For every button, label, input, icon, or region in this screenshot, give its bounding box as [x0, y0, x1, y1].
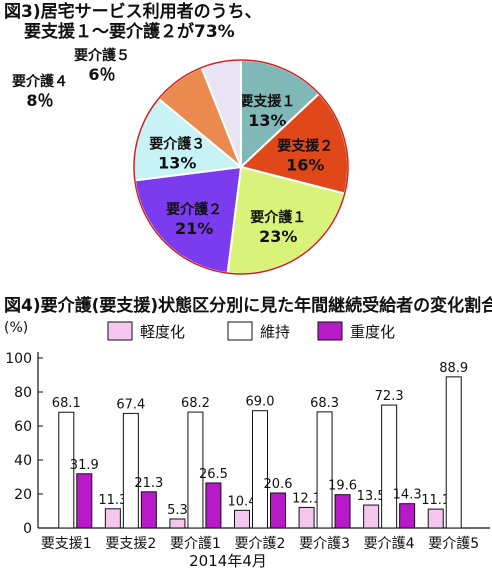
- bar-data-label: 11.1: [421, 493, 450, 508]
- bar: [104, 508, 121, 529]
- pie-slice-percent: 23%: [259, 227, 297, 246]
- pie-slice-label: 要介護３: [149, 135, 205, 152]
- bar: [169, 518, 186, 529]
- pie-slice-label: 要介護１: [250, 209, 306, 226]
- legend-swatch: [107, 321, 133, 341]
- legend-label: 軽度化: [140, 323, 185, 341]
- pie-slice-label: 要支援１: [239, 93, 295, 110]
- bar-data-label: 31.9: [70, 458, 99, 473]
- x-tick-label: 要支援2: [105, 536, 156, 552]
- y-tick-label: 20: [14, 487, 32, 503]
- bar-data-label: 21.3: [134, 476, 163, 491]
- pie-slice-percent: 8％: [26, 91, 53, 110]
- bar-chart: (%) 0 20 40 60 80 100 軽度化 維持 重度化 68.1 31.9 要支援1 11.3 6…: [4, 320, 490, 570]
- pie-slice-percent: 16%: [286, 156, 324, 175]
- x-tick-label: 要支援1: [41, 536, 92, 552]
- legend-label: 重度化: [350, 323, 395, 341]
- bar: [252, 410, 268, 529]
- fig3-title-line2: 要支援１～要介護２が73%: [24, 22, 235, 42]
- y-tick-label: 80: [14, 385, 32, 401]
- bar-data-label: 19.6: [328, 479, 357, 494]
- bar-data-label: 67.4: [116, 397, 145, 412]
- bar-data-label: 68.2: [181, 396, 210, 411]
- x-tick-label: 要介護3: [299, 536, 350, 552]
- pie-slice-label: 要介護２: [166, 201, 222, 218]
- y-tick-label: 0: [23, 521, 32, 537]
- bar: [298, 506, 315, 529]
- bar: [270, 492, 286, 529]
- y-tick-label: 40: [14, 453, 32, 469]
- legend-swatch: [317, 321, 343, 341]
- pie-slice-percent: 21%: [175, 219, 213, 238]
- bar: [363, 504, 380, 529]
- bar: [58, 411, 75, 529]
- bar-data-label: 68.1: [52, 396, 81, 411]
- legend-swatch: [227, 321, 253, 341]
- bar: [381, 404, 398, 529]
- y-tick-label: 60: [14, 419, 32, 435]
- bar: [205, 482, 222, 529]
- bar-data-label: 14.3: [393, 488, 422, 503]
- bar: [76, 473, 93, 529]
- fig4-title: 図4)要介護(要支援)状態区分別に見た年間継続受給者の変化割合: [4, 296, 492, 316]
- pie-slice-label: 要支援２: [277, 138, 333, 155]
- bar: [187, 411, 204, 529]
- bar-data-label: 12.1: [292, 491, 321, 506]
- x-tick-label: 要介護5: [428, 536, 479, 552]
- pie-slice-percent: 13%: [158, 153, 196, 172]
- pie-slice-label: 要介護４: [12, 73, 68, 90]
- bar: [427, 508, 444, 529]
- pie-slice-percent: 13%: [248, 111, 286, 130]
- y-tick-label: 100: [5, 351, 32, 367]
- fig3-title-line1: 図3)居宅サービス利用者のうち、: [4, 2, 262, 22]
- x-tick-label: 要介護1: [170, 536, 221, 552]
- bar: [140, 491, 157, 529]
- y-axis-label: (%): [4, 320, 28, 336]
- bar: [445, 376, 462, 529]
- pie-outline: [133, 59, 349, 275]
- x-axis-label: 2014年4月: [189, 552, 267, 570]
- pie-chart: 要支援１13%要支援２16%要介護１23%要介護２21%要介護３13%要介護４8…: [12, 47, 349, 275]
- x-tick-label: 要介護2: [235, 536, 286, 552]
- bar-data-label: 69.0: [246, 395, 275, 410]
- bar-data-label: 88.9: [439, 361, 468, 376]
- bar-data-label: 11.3: [98, 493, 127, 508]
- bar-data-label: 10.4: [228, 494, 257, 509]
- bar: [399, 503, 416, 529]
- bar-data-label: 20.6: [264, 477, 293, 492]
- pie-slice-label: 要介護５: [74, 47, 130, 64]
- x-tick-label: 要介護4: [364, 536, 415, 552]
- bar-data-label: 72.3: [375, 389, 404, 404]
- pie-slice-percent: 6％: [88, 65, 115, 84]
- bar: [316, 411, 333, 529]
- bar-data-label: 26.5: [199, 467, 228, 482]
- legend-label: 維持: [260, 323, 290, 341]
- bar: [234, 509, 250, 529]
- bar-data-label: 13.5: [357, 489, 386, 504]
- bar-data-label: 68.3: [310, 396, 339, 411]
- bar: [334, 494, 351, 529]
- bar-data-label: 5.3: [167, 503, 188, 518]
- bar: [122, 412, 139, 529]
